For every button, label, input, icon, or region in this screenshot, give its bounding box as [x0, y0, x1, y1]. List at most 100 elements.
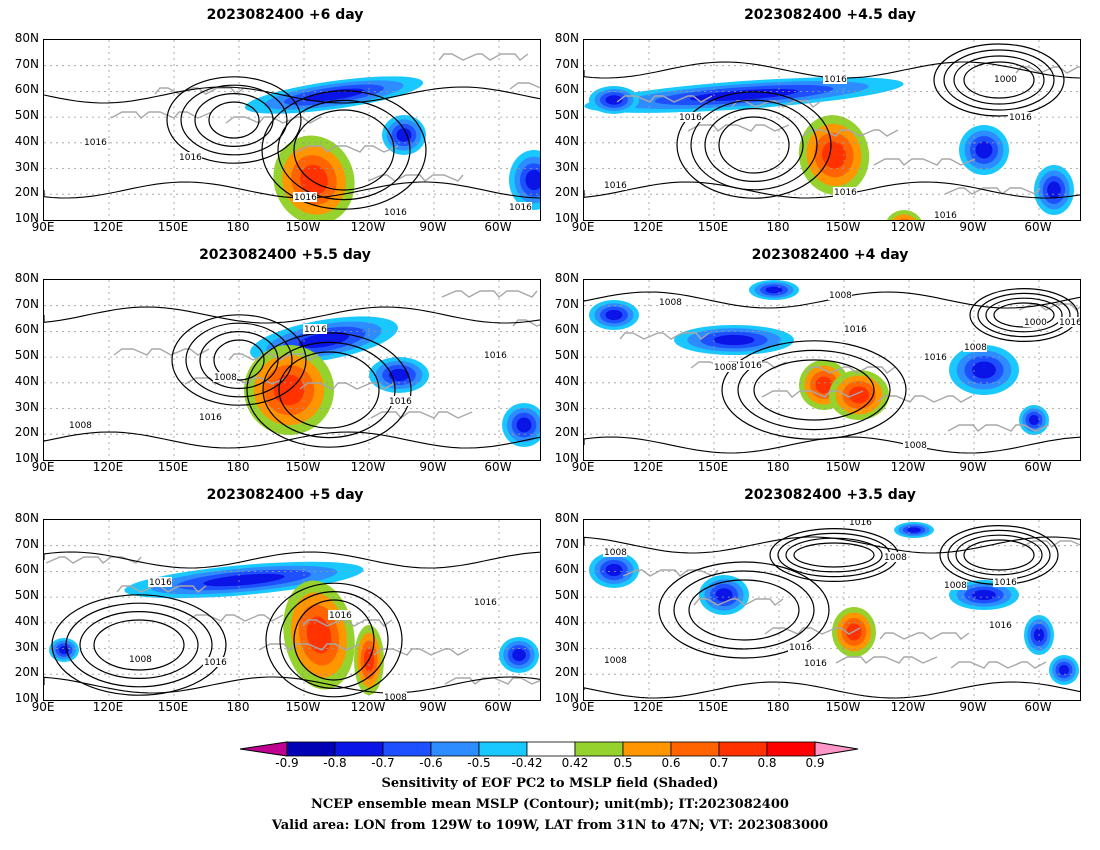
contour-label-bg — [993, 577, 1017, 587]
contour-label: 1008 — [944, 581, 967, 591]
lat-tick-label: 20N — [14, 665, 39, 680]
lon-tick-label: 150W — [285, 700, 321, 714]
contour-label: 1008 — [69, 421, 92, 431]
lat-tick-label: 70N — [554, 56, 579, 71]
contour-label: 1016 — [304, 325, 327, 335]
lon-tick-label: 90W — [419, 460, 447, 474]
colorbar-swatch — [718, 741, 768, 757]
lon-tick-label: 150W — [825, 700, 861, 714]
sensitivity-shading — [512, 648, 526, 662]
coastline — [616, 66, 1080, 195]
mslp-contour — [963, 539, 1035, 571]
lat-tick-label: 50N — [14, 108, 39, 123]
lon-tick-label: 150E — [157, 460, 189, 474]
mslp-contour — [584, 536, 1080, 554]
contour-label-bg — [803, 658, 827, 668]
contour-label: 1016 — [389, 397, 412, 407]
contour-label: 1008 — [604, 656, 627, 666]
lat-tick-label: 70N — [14, 296, 39, 311]
lon-tick-label: 120E — [92, 700, 124, 714]
lon-tick-label: 90W — [419, 700, 447, 714]
colorbar-tick-label: 0.5 — [613, 756, 633, 770]
contour-label: 1016 — [509, 203, 532, 213]
sensitivity-shading — [975, 141, 993, 159]
contour-label-bg — [508, 202, 532, 212]
colorbar-tick-label: -0.42 — [511, 756, 543, 770]
colorbar-tick-label: 0.9 — [805, 756, 825, 770]
lat-tick-label: 80N — [554, 31, 579, 45]
lat-tick-label: 30N — [554, 639, 579, 654]
lat-tick-label: 30N — [14, 399, 39, 414]
lat-tick-label: 10N — [554, 690, 579, 705]
mslp-contour — [293, 599, 375, 681]
contour-label-bg — [923, 352, 947, 362]
lat-tick-label: 80N — [554, 511, 579, 525]
lat-tick-label: 80N — [14, 511, 39, 525]
coastline — [622, 540, 1080, 669]
sensitivity-shading — [765, 286, 783, 294]
mslp-contour — [718, 116, 790, 174]
mslp-contour — [213, 339, 265, 381]
contour-label-bg — [303, 324, 327, 334]
contour-label: 1016 — [989, 621, 1012, 631]
sensitivity-shading — [898, 218, 910, 220]
sensitivity-shading — [972, 361, 996, 379]
lon-tick-label: 90E — [31, 460, 55, 474]
sensitivity-shading — [815, 376, 833, 394]
contour-label-bg — [843, 324, 867, 334]
mslp-contour — [785, 537, 883, 573]
lon-tick-label: 150E — [157, 220, 189, 234]
contour-label-bg — [738, 360, 762, 370]
lat-tick-label: 20N — [554, 665, 579, 680]
map-panel-4: 1008 1008 1008 1016 1016 1008 1016 1008 1000 1016 — [583, 279, 1081, 461]
contour-label: 1016 — [179, 153, 202, 163]
map-panel-5: 1016 1008 1016 1016 1016 1008 — [43, 519, 541, 701]
contour-label-bg — [678, 112, 702, 122]
contour-label: 1016 — [804, 659, 827, 669]
caption-line-3: Valid area: LON from 129W to 109W, LAT f… — [271, 818, 829, 833]
contour-label: 1008 — [384, 693, 407, 700]
contour-label-bg — [198, 412, 222, 422]
contour-label: 1016 — [934, 211, 957, 220]
contour-label: 1016 — [204, 658, 227, 668]
colorbar-tick-label: -0.8 — [323, 756, 347, 770]
contour-label: 1008 — [904, 441, 927, 451]
sensitivity-shading — [713, 334, 755, 346]
mslp-contour — [953, 55, 1045, 105]
lon-tick-label: 120W — [890, 220, 926, 234]
mslp-contour — [673, 570, 815, 650]
lon-tick-label: 90E — [31, 220, 55, 234]
lon-tick-label: 120W — [890, 700, 926, 714]
colorbar-tick-label: -0.5 — [467, 756, 491, 770]
contour-label: 1016 — [1059, 318, 1080, 328]
sensitivity-shading — [907, 527, 921, 533]
lat-tick-label: 70N — [554, 536, 579, 551]
lat-tick-label: 50N — [554, 108, 579, 123]
map-panel-6: 1008 1016 1008 1008 1016 1016 1016 1016 1008 — [583, 519, 1081, 701]
mslp-contour — [658, 561, 830, 659]
mslp-contour — [688, 579, 800, 641]
lat-tick-label: 40N — [554, 133, 579, 148]
lat-tick-label: 20N — [14, 425, 39, 440]
mslp-contour — [44, 676, 540, 694]
colorbar-tick-label: 0.7 — [709, 756, 729, 770]
lon-tick-label: 180 — [226, 220, 250, 234]
colorbar-swatch — [382, 741, 432, 757]
lat-tick-label: 40N — [554, 613, 579, 628]
lat-tick-label: 50N — [554, 588, 579, 603]
lon-tick-label: 60W — [484, 460, 512, 474]
contour-label-bg — [933, 210, 957, 220]
lat-tick-label: 80N — [14, 271, 39, 285]
mslp-contour — [185, 322, 293, 398]
mslp-contour — [969, 288, 1079, 342]
contour-label: 1000 — [1024, 318, 1047, 328]
mslp-contour — [65, 602, 213, 688]
mslp-contour — [584, 681, 1080, 699]
mslp-contour — [584, 291, 1080, 309]
mslp-contour — [208, 101, 260, 139]
contour-label-bg — [833, 187, 857, 197]
contour-label: 1008 — [214, 373, 237, 383]
lon-tick-label: 180 — [226, 460, 250, 474]
mslp-contour — [93, 619, 185, 671]
mslp-contour — [51, 594, 227, 696]
